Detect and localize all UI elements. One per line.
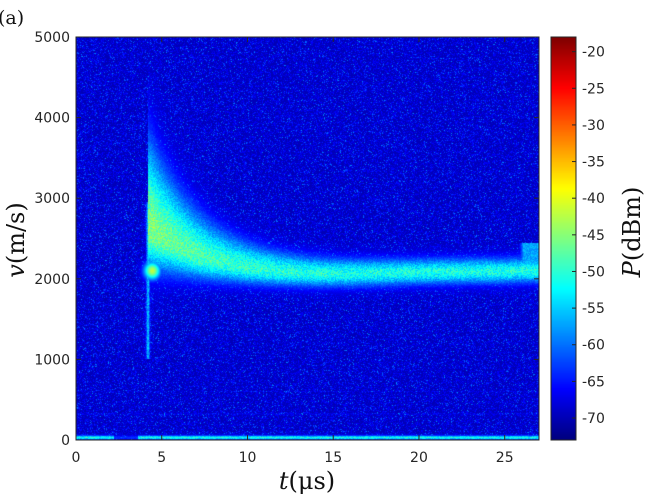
y-tick-label: 4000 [34,111,70,127]
spectrogram-plot: 0 5 10 15 20 25 0 1000 2000 3000 4000 5000 [34,30,540,466]
colorbar-tick-label: -65 [582,374,605,390]
y-tick-label: 1000 [34,352,70,368]
x-axis: 0 5 10 15 20 25 [72,37,514,466]
x-tick-label: 15 [324,450,342,466]
colorbar-symbol: P [618,260,646,278]
colorbar-tick-label: -60 [582,338,605,354]
colorbar-tick-label: -55 [582,301,605,317]
y-tick-label: 3000 [34,191,70,207]
colorbar-tick-label: -45 [582,228,605,244]
colorbar-tick-label: -30 [582,118,605,134]
y-axis-label: v(m/s) [2,202,30,277]
panel-label: (a) [0,7,24,29]
x-tick-label: 10 [239,450,257,466]
colorbar-tick-label: -35 [582,155,605,171]
colorbar-gradient [551,37,576,440]
colorbar-frame [550,36,577,441]
x-tick-label: 20 [410,450,428,466]
y-tick-label: 0 [61,433,70,449]
x-tick-label: 25 [496,450,514,466]
colorbar-tick-label: -70 [582,411,605,427]
colorbar-tick-label: -20 [582,45,605,61]
x-axis-label: t(μs) [279,467,335,495]
colorbar-tick-label: -40 [582,191,605,207]
y-axis-symbol: v [2,264,30,278]
x-tick-label: 5 [157,450,166,466]
y-tick-label: 5000 [34,30,70,46]
colorbar-unit: (dBm) [618,187,646,261]
colorbar-axis: -20 -25 -30 -35 -40 -45 -50 -55 -60 -65 -70 [572,45,605,427]
y-axis-unit: (m/s) [2,202,30,264]
colorbar: -20 -25 -30 -35 -40 -45 -50 -55 -60 -65 -70 [550,36,605,441]
colorbar-tick-label: -25 [582,81,605,97]
y-axis: 0 1000 2000 3000 4000 5000 [34,30,539,449]
x-axis-symbol: t [279,467,289,495]
x-tick-label: 0 [72,450,81,466]
x-axis-unit: (μs) [289,467,336,495]
y-tick-label: 2000 [34,272,70,288]
colorbar-label: P(dBm) [618,187,646,279]
plot-frame [75,36,540,441]
heatmap-image [76,37,539,440]
colorbar-tick-label: -50 [582,264,605,280]
